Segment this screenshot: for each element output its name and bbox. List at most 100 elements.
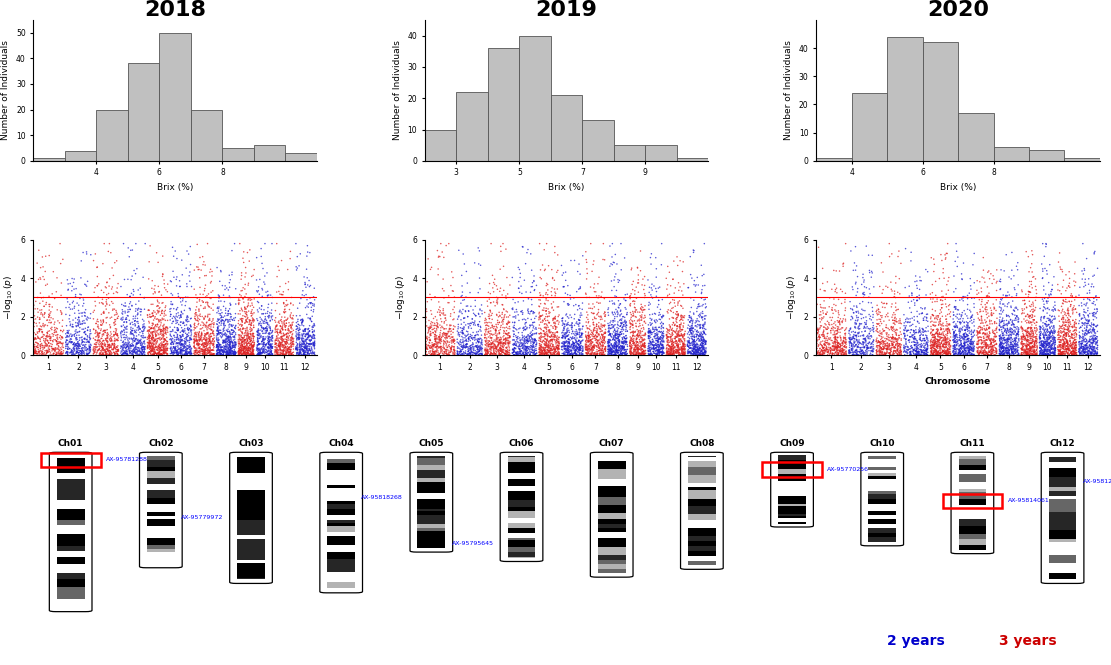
Point (260, 341, 278, 352)
Point (94, 343, 112, 354)
Point (242, 325, 260, 336)
Point (1020, 317, 1038, 328)
Point (641, 348, 659, 358)
Point (927, 339, 944, 350)
Point (641, 336, 659, 347)
Point (52, 258, 70, 269)
Point (1021, 349, 1039, 360)
Point (526, 350, 543, 360)
Point (303, 347, 321, 358)
Point (682, 348, 700, 359)
Point (843, 334, 861, 344)
Point (937, 348, 954, 358)
Point (70, 300, 88, 311)
Point (1014, 332, 1032, 342)
Point (193, 340, 211, 350)
Point (126, 342, 143, 353)
Point (201, 334, 219, 344)
Point (971, 327, 989, 338)
Point (298, 345, 316, 356)
Point (147, 329, 164, 340)
Point (834, 259, 852, 269)
Point (1079, 348, 1097, 358)
Point (625, 348, 643, 359)
Point (822, 325, 840, 336)
Point (654, 323, 672, 333)
Point (538, 324, 556, 334)
Point (509, 333, 527, 344)
Point (1015, 314, 1033, 325)
Point (458, 301, 476, 311)
Point (661, 341, 679, 352)
Point (848, 331, 865, 341)
Point (528, 328, 546, 338)
Point (559, 319, 577, 330)
Point (458, 335, 476, 346)
Point (1024, 332, 1042, 342)
Point (834, 347, 852, 358)
Point (818, 344, 835, 354)
Point (570, 301, 588, 311)
Point (612, 344, 630, 354)
Point (982, 338, 1000, 348)
Point (1000, 336, 1018, 347)
X-axis label: Brix (%): Brix (%) (157, 183, 193, 192)
Point (78, 344, 96, 355)
Point (288, 331, 306, 342)
Point (232, 330, 250, 340)
Point (478, 344, 496, 355)
Point (226, 337, 243, 348)
Point (251, 332, 269, 342)
Point (661, 342, 679, 353)
Point (142, 332, 160, 342)
Point (139, 338, 157, 348)
Point (908, 327, 925, 338)
Point (427, 332, 444, 343)
Point (950, 314, 968, 325)
Point (271, 348, 289, 359)
Point (508, 349, 526, 360)
Point (209, 323, 227, 334)
Point (533, 332, 551, 342)
Point (562, 321, 580, 331)
Point (57, 348, 74, 358)
Point (64, 338, 82, 349)
Point (182, 325, 200, 335)
Point (927, 305, 944, 316)
Point (1051, 346, 1069, 357)
Point (912, 329, 930, 339)
Point (542, 343, 560, 354)
Point (618, 344, 635, 355)
Point (913, 346, 931, 357)
Point (498, 306, 516, 317)
Point (681, 321, 699, 332)
Point (482, 335, 500, 346)
Point (694, 338, 712, 349)
Point (254, 338, 272, 349)
Point (944, 307, 962, 317)
Point (471, 346, 489, 356)
Point (1007, 344, 1024, 355)
Point (81, 348, 99, 358)
Point (625, 342, 643, 353)
Point (809, 349, 827, 360)
Point (544, 332, 562, 342)
Point (302, 305, 320, 316)
Point (291, 298, 309, 309)
Point (675, 344, 693, 355)
Point (209, 348, 227, 359)
Point (559, 323, 577, 334)
Point (940, 346, 958, 357)
Point (306, 319, 323, 330)
Point (871, 281, 889, 292)
Point (695, 346, 713, 357)
Point (178, 329, 196, 340)
Point (692, 338, 710, 349)
Point (991, 333, 1009, 344)
Point (1084, 307, 1102, 318)
Point (167, 343, 184, 354)
Point (611, 336, 629, 346)
Point (1043, 348, 1061, 358)
Point (496, 348, 513, 359)
Point (482, 339, 500, 350)
